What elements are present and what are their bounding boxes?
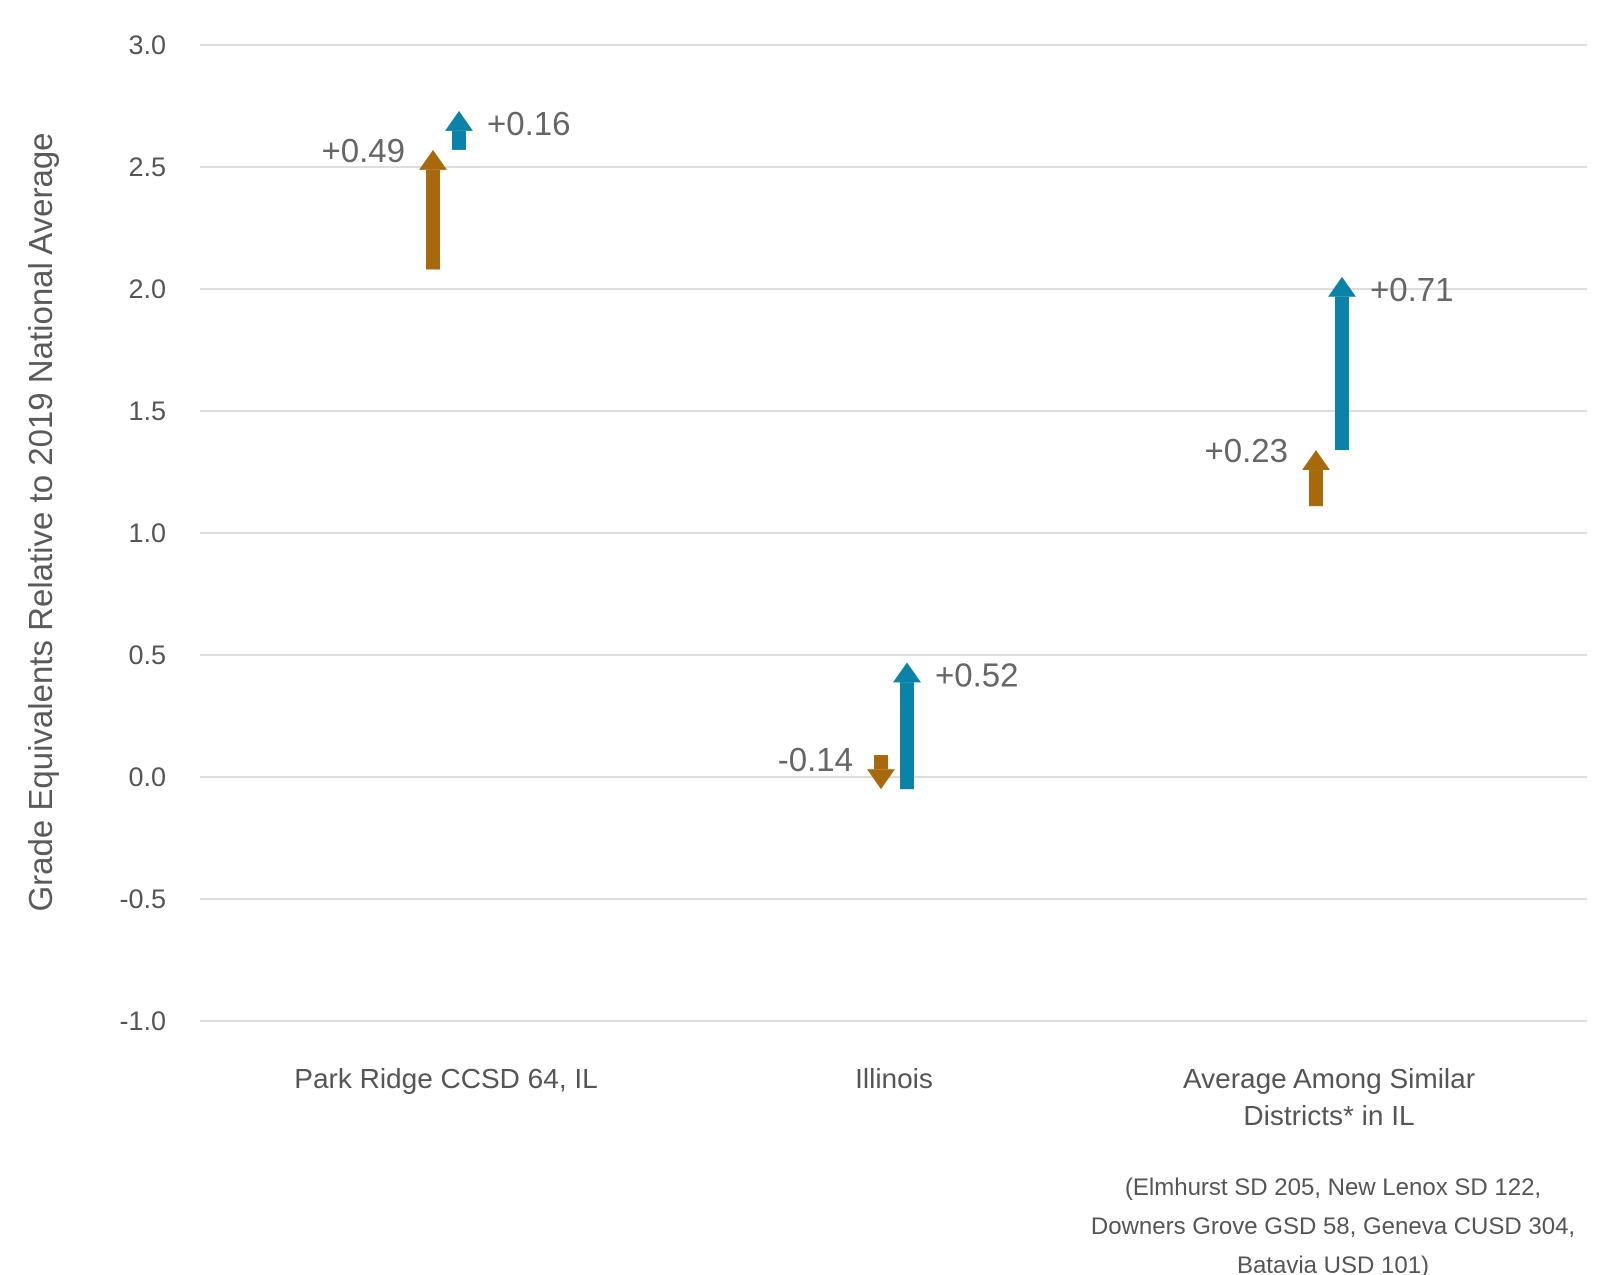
y-tick-label: 0.5 — [128, 640, 166, 670]
y-tick-label: 1.0 — [128, 518, 166, 548]
data-label: -0.14 — [778, 741, 853, 778]
change-arrow — [867, 755, 895, 790]
footnote-line: Downers Grove GSD 58, Geneva CUSD 304, — [1091, 1213, 1575, 1240]
x-category-label: Districts* in IL — [1243, 1100, 1414, 1131]
arrow-shaft — [1335, 296, 1349, 451]
data-labels: +0.49 -0.14 +0.23 +0.16 +0.52 +0.71 — [322, 105, 1454, 778]
y-axis-ticks: 3.0 2.5 2.0 1.5 1.0 0.5 0.0 -0.5 -1.0 — [119, 30, 166, 1036]
arrow-head — [1302, 450, 1330, 471]
change-arrow — [419, 149, 447, 270]
y-tick-label: 3.0 — [128, 30, 166, 60]
data-label: +0.71 — [1370, 271, 1454, 308]
change-arrow — [1328, 276, 1356, 451]
change-arrow — [1302, 450, 1330, 507]
footnote: (Elmhurst SD 205, New Lenox SD 122, Downe… — [1091, 1174, 1575, 1275]
y-tick-label: -0.5 — [119, 884, 166, 914]
y-tick-label: 2.5 — [128, 152, 166, 182]
x-category-label: Park Ridge CCSD 64, IL — [294, 1063, 597, 1094]
gridlines — [200, 44, 1587, 1022]
change-arrow — [445, 110, 473, 150]
arrow-head — [445, 110, 473, 131]
footnote-line: Batavia USD 101) — [1237, 1252, 1429, 1275]
y-tick-label: 0.0 — [128, 762, 166, 792]
y-tick-label: 2.0 — [128, 274, 166, 304]
arrow-shaft — [452, 130, 466, 150]
arrow-head — [867, 769, 895, 790]
footnote-line: (Elmhurst SD 205, New Lenox SD 122, — [1125, 1174, 1541, 1201]
x-axis-categories: Park Ridge CCSD 64, IL Illinois Average Am… — [294, 1063, 1475, 1131]
y-tick-label: -1.0 — [119, 1006, 166, 1036]
arrow-series — [419, 110, 1356, 790]
y-axis-label: Grade Equivalents Relative to 2019 Natio… — [22, 132, 59, 911]
arrow-shaft — [1309, 470, 1323, 507]
data-label: +0.16 — [487, 105, 571, 142]
x-category-label: Illinois — [855, 1063, 933, 1094]
arrow-shaft — [900, 682, 914, 790]
data-label: +0.49 — [322, 132, 406, 169]
change-arrow — [893, 662, 921, 790]
x-category-label: Average Among Similar — [1183, 1063, 1475, 1094]
arrow-head — [893, 662, 921, 683]
data-label: +0.23 — [1205, 432, 1289, 469]
y-tick-label: 1.5 — [128, 396, 166, 426]
arrow-shaft — [874, 755, 888, 770]
arrow-head — [1328, 276, 1356, 297]
arrow-head — [419, 149, 447, 170]
arrow-shaft — [426, 169, 440, 270]
data-label: +0.52 — [935, 656, 1019, 693]
